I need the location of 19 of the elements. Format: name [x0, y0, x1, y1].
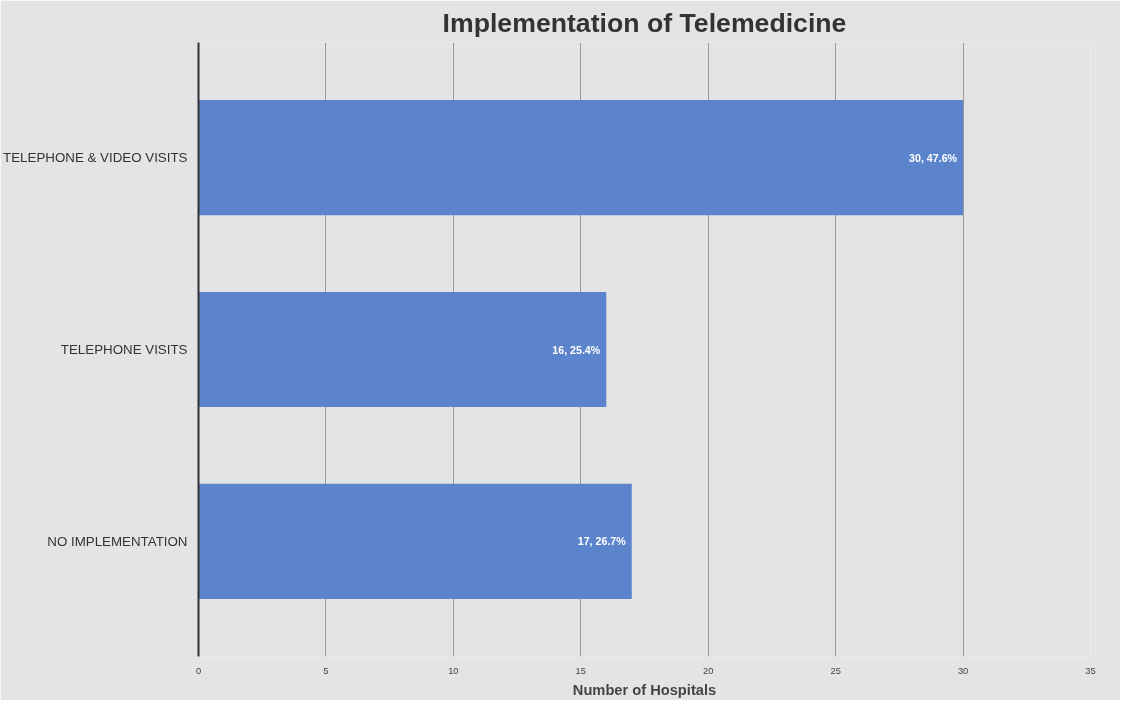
data-label: 17, 26.7%: [577, 535, 627, 548]
x-tick-label: 5: [323, 665, 329, 676]
bar: [198, 100, 964, 216]
x-tick-label: 20: [703, 665, 714, 676]
x-tick-label: 0: [195, 665, 202, 676]
chart-title: Implementation of Telemedicine: [442, 7, 847, 38]
x-tick-label: 15: [575, 665, 586, 676]
x-tick-label: 25: [830, 665, 841, 676]
x-tick-label: 30: [957, 665, 969, 676]
bar: [198, 291, 607, 408]
y-tick-label: TELEPHONE & VIDEO VISITS: [3, 150, 188, 166]
x-tick-label: 10: [448, 665, 459, 676]
y-tick-label: NO IMPLEMENTATION: [47, 533, 188, 549]
x-tick-label: 35: [1085, 665, 1096, 676]
y-tick-label: TELEPHONE VISITS: [60, 342, 188, 357]
x-axis-title: Number of Hospitals: [572, 681, 717, 698]
bar: [198, 483, 632, 599]
data-label: 30, 47.6%: [909, 151, 958, 164]
data-label: 16, 25.4%: [552, 343, 601, 356]
